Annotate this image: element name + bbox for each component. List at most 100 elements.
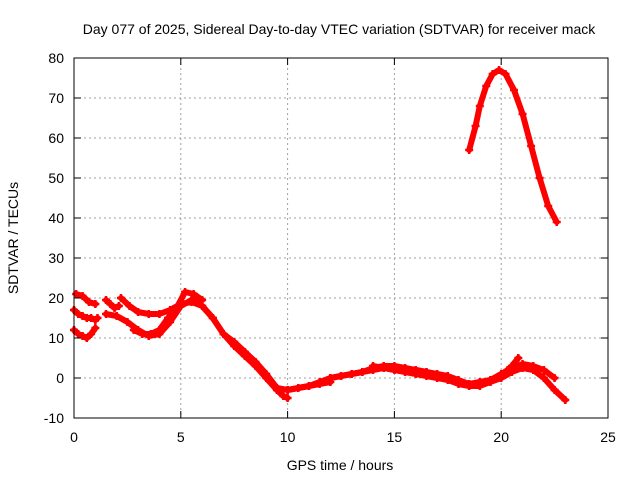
data-point — [486, 376, 495, 384]
data-point — [369, 362, 378, 370]
data-point — [91, 300, 100, 308]
y-tick-label: 60 — [48, 130, 64, 146]
y-axis-label: SDTVAR / TECUs — [5, 182, 21, 294]
data-point — [78, 332, 87, 340]
data-point — [251, 358, 260, 366]
data-point — [155, 326, 164, 334]
y-axis-ticks: -10 0 10 20 30 40 50 60 70 80 — [44, 50, 608, 426]
y-tick-label: 0 — [56, 370, 64, 386]
series-arc-e — [102, 296, 292, 402]
series-arc-a — [70, 306, 102, 324]
plot-frame — [73, 57, 609, 419]
x-tick-label: 10 — [280, 429, 296, 445]
data-point — [198, 296, 207, 304]
data-point — [315, 378, 324, 386]
data-point — [279, 392, 288, 400]
series-arc-d — [102, 296, 123, 312]
data-point — [102, 296, 111, 304]
x-tick-label: 5 — [177, 429, 185, 445]
data-point — [106, 300, 115, 308]
data-point — [283, 386, 292, 394]
data-point — [482, 82, 491, 90]
data-point — [189, 290, 198, 298]
y-tick-label: 50 — [48, 170, 64, 186]
data-series — [70, 66, 570, 404]
data-point — [497, 370, 506, 378]
x-tick-label: 15 — [387, 429, 403, 445]
series-arc-k — [465, 66, 561, 226]
data-point — [219, 330, 228, 338]
data-point — [82, 334, 91, 342]
series-line — [103, 297, 291, 401]
data-point — [138, 330, 147, 338]
data-point — [529, 362, 538, 370]
data-point — [262, 370, 271, 378]
data-point — [433, 374, 442, 382]
data-point — [518, 110, 527, 118]
data-point — [123, 318, 132, 326]
data-point — [110, 304, 119, 312]
data-point — [116, 294, 125, 302]
data-point — [272, 384, 281, 392]
series-arc-g — [129, 288, 207, 338]
data-point — [283, 394, 292, 402]
data-point — [358, 368, 367, 376]
data-point — [187, 298, 196, 306]
data-point — [304, 382, 313, 390]
series-arc-j — [369, 360, 559, 390]
data-point — [112, 312, 121, 320]
x-tick-label: 20 — [493, 429, 509, 445]
x-tick-label: 25 — [600, 429, 616, 445]
data-point — [539, 366, 548, 374]
data-point — [294, 384, 303, 392]
data-point — [181, 288, 190, 296]
data-point — [326, 374, 335, 382]
data-point — [471, 122, 480, 130]
x-tick-label: 0 — [70, 429, 78, 445]
data-point — [454, 380, 463, 388]
data-point — [163, 314, 172, 322]
data-point — [347, 370, 356, 378]
data-point — [114, 302, 123, 310]
data-point — [146, 330, 155, 338]
y-tick-label: 80 — [48, 50, 64, 66]
data-point — [87, 330, 96, 338]
data-point — [550, 386, 559, 394]
y-tick-label: 20 — [48, 290, 64, 306]
data-point — [443, 376, 452, 384]
y-tick-label: 10 — [48, 330, 64, 346]
series-line — [118, 295, 334, 393]
data-point — [561, 396, 570, 404]
x-axis-ticks: 0 5 10 15 20 25 — [70, 58, 616, 445]
data-point — [390, 366, 399, 374]
data-point — [134, 308, 143, 316]
data-point — [475, 380, 484, 388]
y-tick-label: -10 — [44, 410, 64, 426]
data-point — [539, 374, 548, 382]
data-point — [172, 304, 181, 312]
data-point — [125, 302, 134, 310]
data-point — [552, 218, 561, 226]
data-point — [518, 360, 527, 368]
plot-border — [73, 57, 609, 419]
data-point — [230, 338, 239, 346]
data-point — [74, 330, 83, 338]
data-point — [208, 314, 217, 322]
data-point — [510, 86, 519, 94]
data-point — [550, 374, 559, 382]
data-point — [78, 292, 87, 300]
x-axis-label: GPS time / hours — [287, 457, 394, 473]
data-point — [411, 370, 420, 378]
data-point — [401, 368, 410, 376]
data-point — [78, 312, 87, 320]
chart-title: Day 077 of 2025, Sidereal Day-to-day VTE… — [83, 21, 596, 37]
data-point — [102, 310, 111, 318]
data-point — [129, 326, 138, 334]
data-point — [507, 364, 516, 372]
data-point — [155, 310, 164, 318]
data-point — [465, 146, 474, 154]
data-point — [379, 364, 388, 372]
data-point — [91, 324, 100, 332]
y-tick-label: 30 — [48, 250, 64, 266]
